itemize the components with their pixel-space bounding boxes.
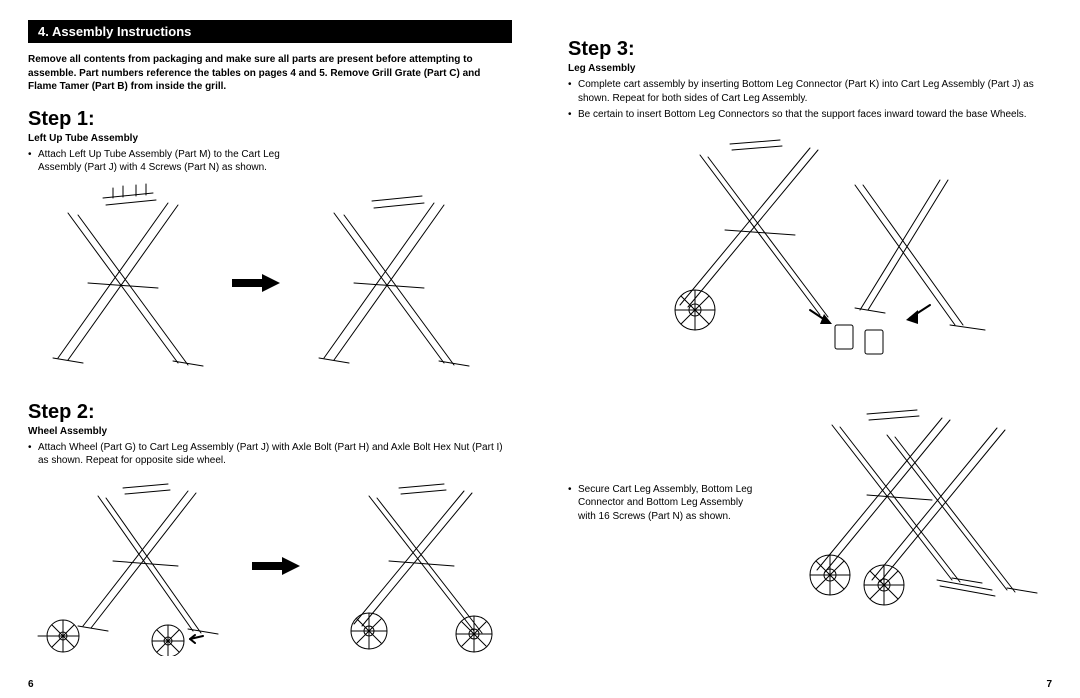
right-page: Step 3: Leg Assembly Complete cart assem… xyxy=(540,0,1080,698)
arrow-icon xyxy=(232,274,280,292)
step3-bullet-3: Secure Cart Leg Assembly, Bottom Leg Con… xyxy=(568,483,754,524)
step2-subheading: Wheel Assembly xyxy=(28,426,512,437)
step3-bullet-1: Complete cart assembly by inserting Bott… xyxy=(568,78,1052,105)
page-number-right: 7 xyxy=(1046,679,1052,690)
step3-bullet-2: Be certain to insert Bottom Leg Connecto… xyxy=(568,108,1052,122)
step3-illus-complete xyxy=(772,400,1052,610)
step2-heading: Step 2: xyxy=(28,401,512,424)
page-spread: 4. Assembly Instructions Remove all cont… xyxy=(0,0,1080,698)
page-number-left: 6 xyxy=(28,679,34,690)
step3-subheading: Leg Assembly xyxy=(568,63,1052,74)
left-page: 4. Assembly Instructions Remove all cont… xyxy=(0,0,540,698)
step2-illustrations xyxy=(28,476,512,656)
step2-bullets: Attach Wheel (Part G) to Cart Leg Assemb… xyxy=(28,441,512,468)
step1-illus-before xyxy=(28,183,218,383)
arrow-icon xyxy=(252,557,300,575)
step3-secure-row: Secure Cart Leg Assembly, Bottom Leg Con… xyxy=(568,400,1052,610)
step1-bullets: Attach Left Up Tube Assembly (Part M) to… xyxy=(28,148,288,175)
step1-heading: Step 1: xyxy=(28,108,512,131)
step2-illus-before xyxy=(28,476,238,656)
step1-illus-after xyxy=(294,183,484,383)
step1-illustrations xyxy=(28,183,512,383)
step2-bullet-1: Attach Wheel (Part G) to Cart Leg Assemb… xyxy=(28,441,512,468)
step2-illus-after xyxy=(314,476,514,656)
section-bar: 4. Assembly Instructions xyxy=(28,20,512,43)
step1-bullet-1: Attach Left Up Tube Assembly (Part M) to… xyxy=(28,148,288,175)
step1-subheading: Left Up Tube Assembly xyxy=(28,133,512,144)
step3-secure-bullets: Secure Cart Leg Assembly, Bottom Leg Con… xyxy=(568,483,754,527)
step3-illus-exploded xyxy=(610,130,1010,370)
step3-bullets: Complete cart assembly by inserting Bott… xyxy=(568,78,1052,122)
intro-text: Remove all contents from packaging and m… xyxy=(28,53,512,94)
step3-illus-top-wrap xyxy=(568,130,1052,370)
step3-heading: Step 3: xyxy=(568,38,1052,61)
